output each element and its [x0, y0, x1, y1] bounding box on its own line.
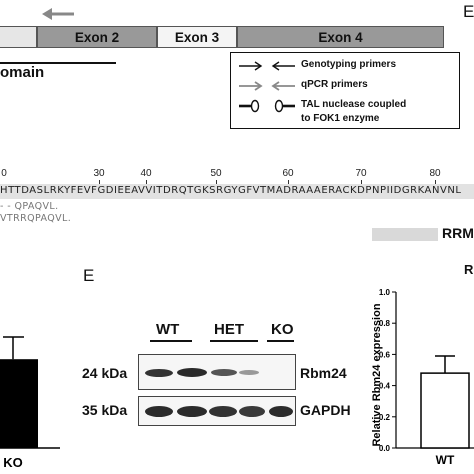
- exon-1: [0, 26, 37, 48]
- y-tick-label: 0.4: [379, 382, 391, 391]
- exon-4: Exon 4: [237, 26, 444, 48]
- band: [211, 369, 237, 376]
- legend-label: to FOK1 enzyme: [301, 113, 380, 124]
- domain-label: omain: [0, 64, 45, 81]
- y-tick-label: 0.8: [379, 319, 391, 328]
- group-underline-ko: [267, 340, 294, 342]
- panel-letter-e: E: [83, 266, 95, 285]
- panel-d-category-label: KO: [3, 455, 23, 470]
- legend-row-tal: TAL nuclease coupled: [231, 97, 459, 115]
- domain-underline: [0, 62, 116, 64]
- legend-label: Genotyping primers: [301, 59, 397, 70]
- legend-row-tal-2: to FOK1 enzyme: [231, 111, 459, 129]
- group-label-ko: KO: [271, 321, 294, 338]
- band: [239, 370, 259, 375]
- group-label-wt: WT: [156, 321, 180, 338]
- y-tick-label: 0.2: [379, 413, 391, 422]
- seq-tick: 80: [429, 168, 441, 179]
- band: [209, 406, 237, 417]
- y-tick-label: 0.6: [379, 350, 391, 359]
- legend-label: qPCR primers: [301, 79, 368, 90]
- kda-label-35: 35 kDa: [82, 402, 128, 418]
- wild-type-sequence-text: HTTDASLRKYFEVFGDIEEAVVITDRQTGKSRGYGFVTMA…: [0, 185, 462, 196]
- protein-label-gapdh: GAPDH: [300, 402, 351, 418]
- seq-tick: 40: [140, 168, 152, 179]
- legend-row-qpcr: qPCR primers: [231, 77, 459, 95]
- y-tick-label: 1.0: [379, 288, 391, 297]
- exon-2: Exon 2: [37, 26, 157, 48]
- group-underline-wt: [150, 340, 192, 342]
- legend-row-genotyping: Genotyping primers: [231, 57, 459, 75]
- band: [177, 368, 207, 377]
- seq-tick: 0: [1, 168, 7, 179]
- kda-label-24: 24 kDa: [82, 365, 128, 381]
- panel-letter-top: E: [463, 2, 474, 21]
- group-label-het: HET: [214, 321, 244, 338]
- blot-strip-gapdh: [138, 396, 296, 426]
- mutant-sequence-2: VTRRQPAQVL.: [0, 213, 72, 224]
- band: [177, 406, 207, 417]
- panel-letter-f: R: [464, 262, 474, 277]
- black-arrows-icon: [239, 61, 295, 71]
- mutant-sequence-1: - - QPAQVL.: [0, 201, 59, 212]
- qpcr-arrow-icon: [42, 8, 74, 20]
- blot-strip-rbm24: [138, 354, 296, 390]
- legend-label: TAL nuclease coupled: [301, 99, 407, 110]
- seq-tick: 70: [355, 168, 367, 179]
- rrm-domain-label: RRM: [442, 225, 474, 241]
- bar-wt: [420, 372, 470, 449]
- legend: Genotyping primers qPCR primers TAL nucl…: [230, 52, 460, 129]
- panel-f-category-label: WT: [436, 453, 455, 467]
- panel-f-chart: Relative Rbm24 expression WT 0.0 0.2 0.4 0.…: [371, 288, 474, 467]
- bar-ko: [0, 359, 38, 448]
- band: [145, 406, 173, 417]
- protein-label-rbm24: Rbm24: [300, 365, 347, 381]
- tal-nuclease-icon: [239, 99, 295, 113]
- band: [269, 406, 293, 417]
- band: [239, 406, 265, 417]
- seq-tick: 30: [93, 168, 105, 179]
- band: [145, 369, 173, 377]
- exon-3: Exon 3: [157, 26, 237, 48]
- grey-arrows-icon: [239, 81, 295, 91]
- seq-tick: 50: [210, 168, 222, 179]
- group-underline-het: [210, 340, 258, 342]
- panel-d-chart: KO: [0, 336, 60, 470]
- rrm-domain-bar: [372, 228, 438, 241]
- panel-f-ylabel: Relative Rbm24 expression: [371, 303, 383, 446]
- y-tick-label: 0.0: [379, 444, 391, 453]
- wild-type-sequence: HTTDASLRKYFEVFGDIEEAVVITDRQTGKSRGYGFVTMA…: [0, 184, 474, 199]
- seq-tick: 60: [282, 168, 294, 179]
